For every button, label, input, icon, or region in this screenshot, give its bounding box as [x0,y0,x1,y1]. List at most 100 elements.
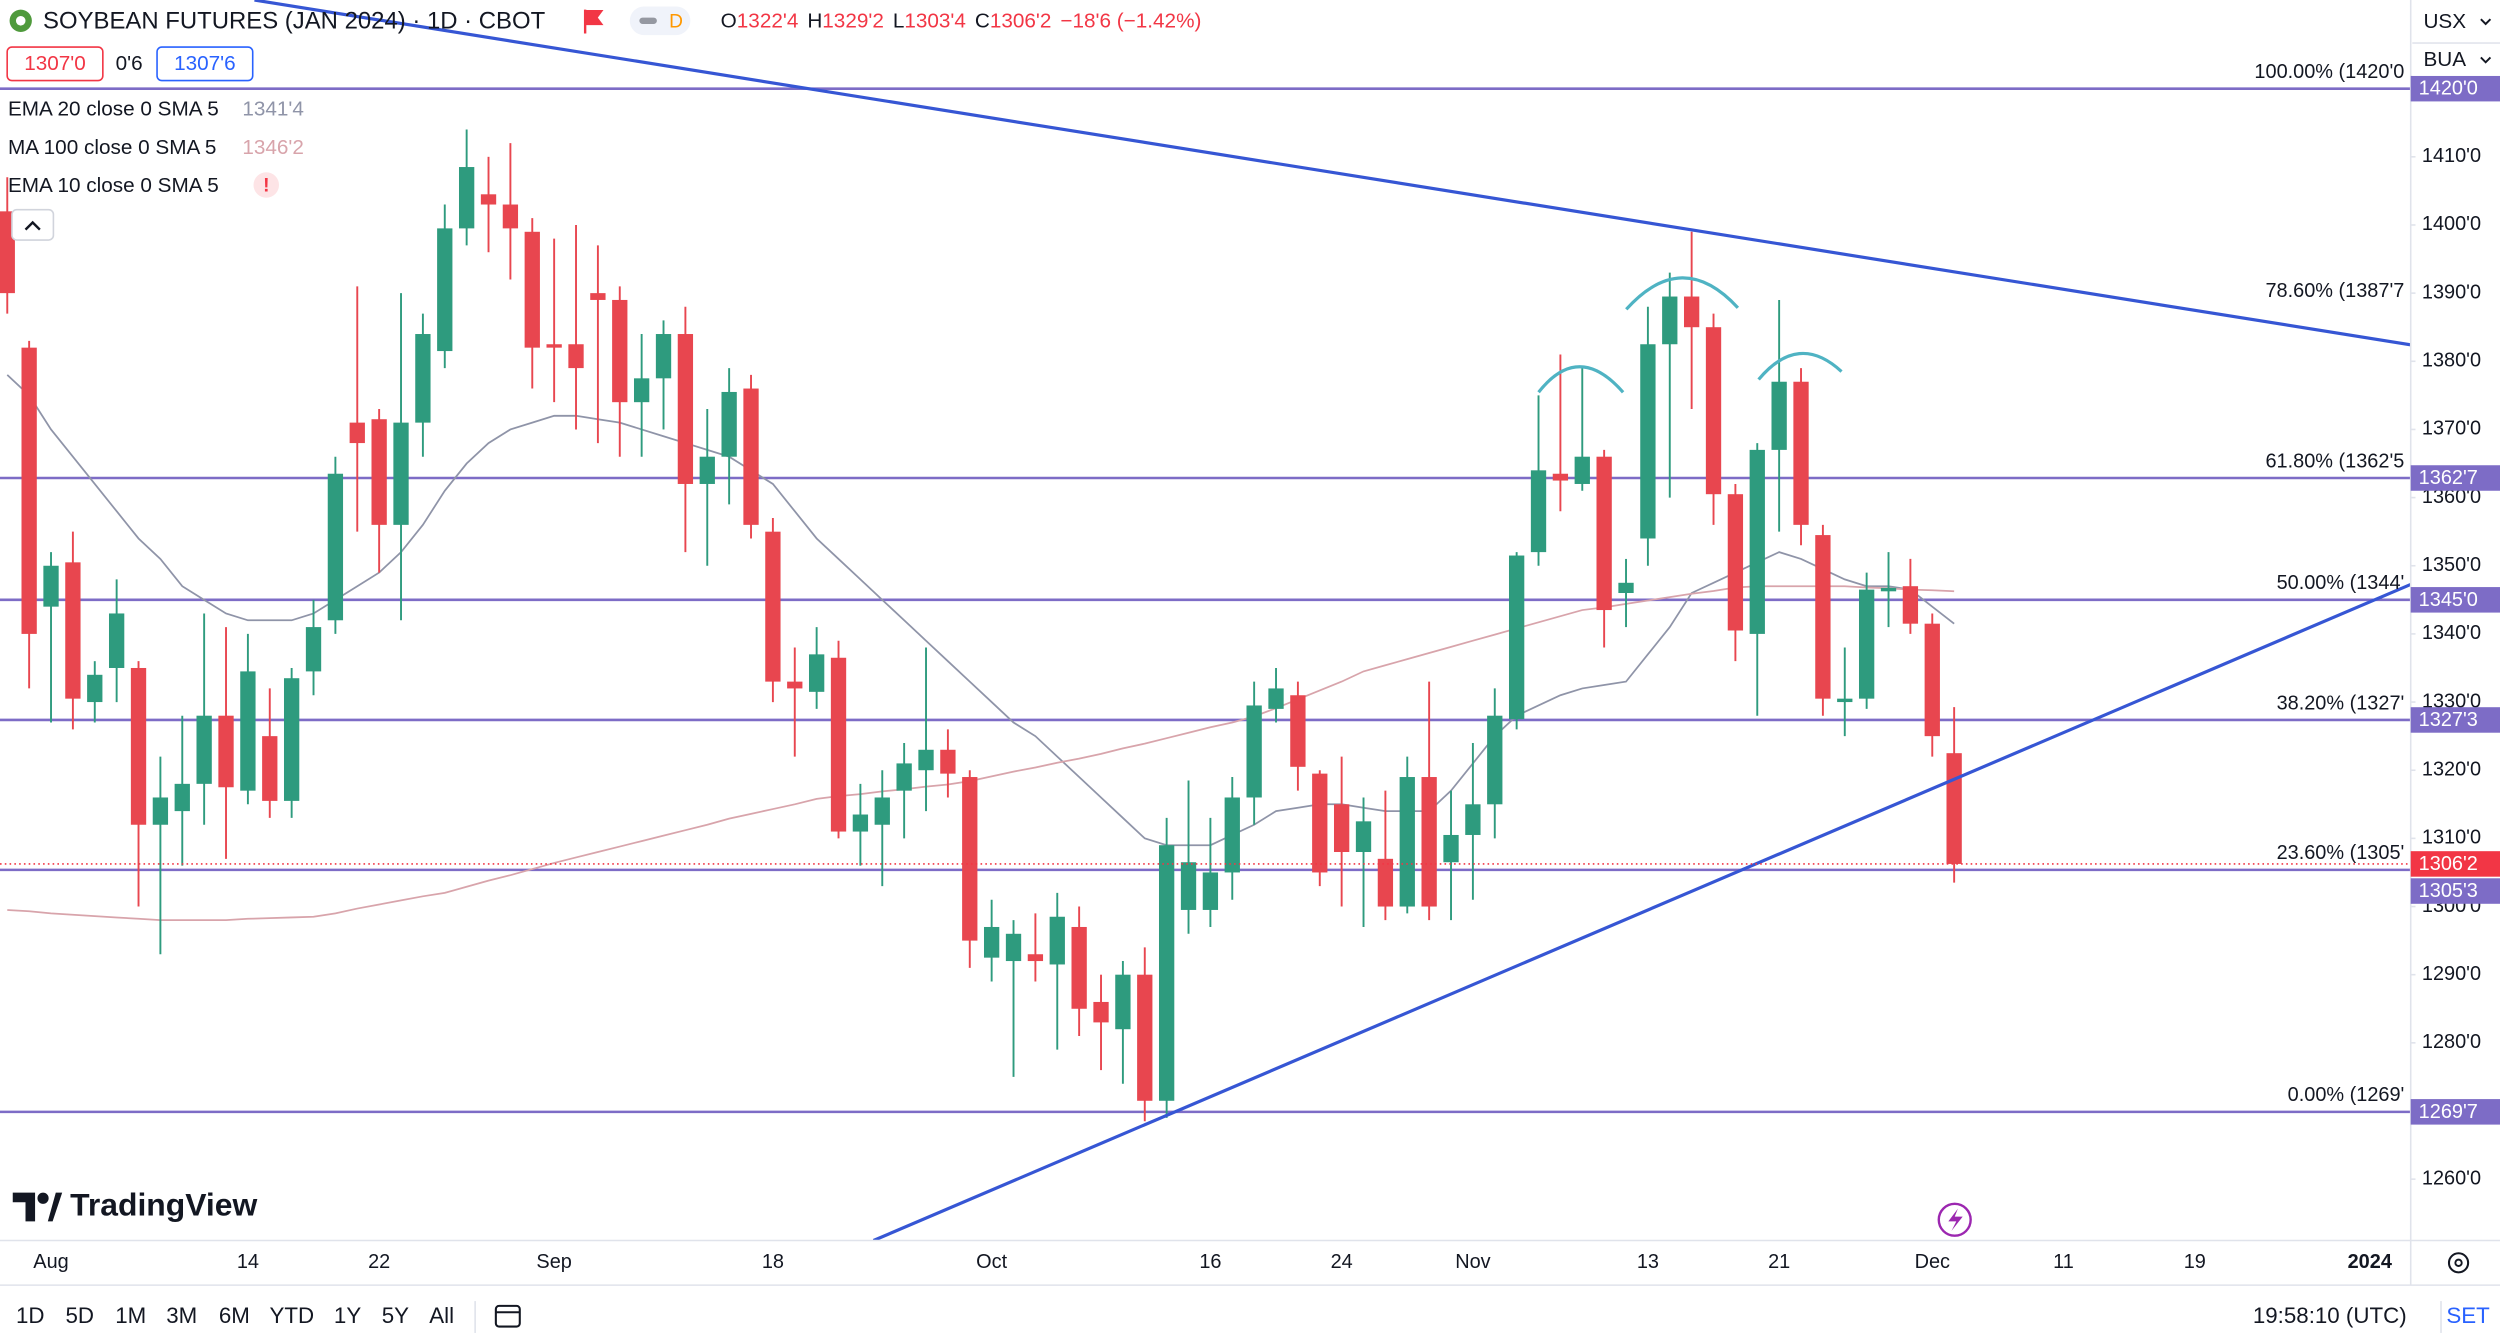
warning[interactable]: ! [263,176,269,197]
ohlc-key: O [721,10,737,33]
candle-body [218,715,234,788]
x-tick-label: 14 [237,1251,259,1273]
x-tick-label: 18 [762,1251,784,1273]
events-bolt[interactable] [1948,1208,1963,1231]
price-tag-label: 1362'7 [2419,467,2478,489]
candle-body [896,763,912,791]
dropdown-chevron[interactable] [2480,56,2492,64]
candle-body [480,194,497,205]
candle-body [1596,456,1612,611]
clock[interactable]: 19:58:10 (UTC) [2253,1303,2407,1328]
range-button[interactable]: 6M [219,1303,250,1328]
settings-gear[interactable] [2447,1252,2470,1274]
collapse-button[interactable] [11,208,55,241]
candle-body [1421,777,1437,907]
y-tick-label: 1350'0 [2422,554,2481,576]
candle-body [1727,494,1744,631]
settings-gear-hub[interactable] [2454,1258,2463,1267]
ask-button[interactable] [156,46,254,82]
price-tag [2410,75,2500,102]
candle-body [830,657,847,832]
currency[interactable]: USX [2423,10,2466,33]
range-button[interactable]: YTD [269,1303,314,1328]
plot-area [0,0,2411,1241]
x-tick-label: 21 [1768,1251,1790,1273]
dropdown-chevron[interactable] [2480,18,2492,26]
range-button[interactable]: 5Y [382,1303,409,1328]
candle-body [655,334,672,379]
indicator-name[interactable]: MA 100 close 0 SMA 5 [8,136,216,159]
fib-label: 0.00% (1269' [2288,1084,2405,1106]
symbol-logo-dot [15,16,26,26]
date-range-icon[interactable] [494,1304,521,1328]
candle-body [240,671,256,791]
indicator-name[interactable]: EMA 10 close 0 SMA 5 [8,174,219,197]
currency-dropdown[interactable] [2412,0,2500,44]
y-tick-label: 1320'0 [2422,758,2481,780]
candle-body [327,473,344,621]
x-tick-label: 24 [1331,1251,1353,1273]
candle-body [1749,449,1765,634]
events-icon[interactable] [1937,1202,1972,1237]
candle-body [852,814,869,832]
candle-body [546,344,562,348]
indicator-name[interactable]: EMA 20 close 0 SMA 5 [8,98,219,121]
candle-body [765,531,781,682]
candle-body [1771,381,1787,450]
range-button[interactable]: 1M [115,1303,146,1328]
range-button[interactable]: 1D [16,1303,45,1328]
candle-body [283,678,300,801]
candle-body [1618,582,1634,594]
candle-body [1049,916,1065,965]
ohlc-readout: O1322'4 H1329'2 L1303'4 C1306'2 −18'6 (−… [721,10,1202,33]
price-tag [2410,707,2500,733]
candle-body [152,797,169,825]
settings-button[interactable]: SET [2446,1303,2490,1328]
candle-body [1290,695,1306,767]
warning-badge[interactable] [253,172,280,198]
y-tick-label: 1370'0 [2422,418,2481,440]
range-button[interactable]: 5D [65,1303,94,1328]
fib-label: 23.60% (1305' [2277,842,2405,864]
candle-body [1224,797,1240,873]
logo-mark-slash [47,1192,63,1222]
candle-body [1333,804,1350,853]
logo-mark-dot [37,1192,49,1204]
ohlc-key: L [893,10,905,33]
y-tick-label: 1260'0 [2422,1167,2481,1189]
candle-body [808,654,825,692]
x-tick-label: 22 [368,1251,390,1273]
unit[interactable]: BUA [2423,48,2466,71]
range-button[interactable]: 1Y [334,1303,361,1328]
candle-body [1640,344,1656,539]
collapse-chevron[interactable] [24,220,41,231]
unit-dropdown[interactable] [2412,43,2500,76]
indicator-value: 1341'4 [242,98,304,121]
candle-body [458,167,475,229]
candle-body [21,347,37,634]
head-arc [1625,276,1740,311]
left-shoulder-arc [1537,365,1625,394]
flag-icon[interactable] [583,9,604,34]
x-tick-label: 11 [2053,1251,2074,1273]
y-tick-label: 1390'0 [2422,281,2481,303]
bid-button[interactable] [6,46,104,82]
candle-body [393,422,409,525]
candle-body [743,388,759,525]
bid[interactable]: 1307'0 [24,52,86,75]
x-tick-label: Nov [1455,1251,1490,1273]
candle-body [590,293,606,300]
y-tick-label: 1410'0 [2422,145,2481,167]
range-button[interactable]: All [429,1303,454,1328]
logo-text: TradingView [70,1186,257,1222]
candle-body [1399,777,1415,907]
candle-body [1246,705,1262,798]
ask[interactable]: 1307'6 [174,52,236,75]
candle-body [502,204,519,229]
fib-label: 50.00% (1344' [2277,572,2405,594]
candle-body [1530,470,1547,553]
candle-body [196,715,212,784]
candle-body [1902,586,1919,624]
range-button[interactable]: 3M [166,1303,197,1328]
candle-body [1793,381,1809,525]
